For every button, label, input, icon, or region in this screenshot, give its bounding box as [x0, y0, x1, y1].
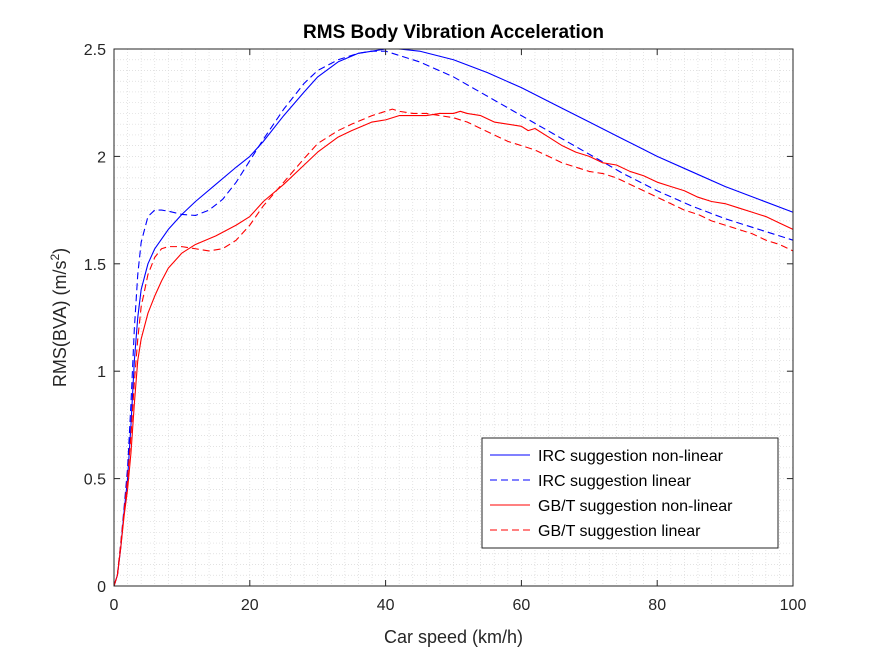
legend-label: IRC suggestion non-linear	[538, 448, 724, 465]
minor-grid	[114, 49, 793, 586]
series-line-1	[113, 48, 794, 587]
legend-label: IRC suggestion linear	[538, 473, 692, 490]
y-tick-label: 2.5	[84, 42, 106, 59]
y-axis-label-close: )	[50, 248, 70, 254]
legend: IRC suggestion non-linear IRC suggestion …	[481, 437, 779, 549]
axis-ticks: 0 20 40 60 80 100 0 0.5 1 1.5 2 2.5	[84, 42, 807, 614]
legend-box	[481, 437, 779, 549]
legend-label: GB/T suggestion non-linear	[538, 498, 733, 515]
y-tick-label: 1.5	[84, 257, 106, 274]
x-tick-label: 0	[110, 597, 119, 614]
x-tick-label: 40	[377, 597, 395, 614]
x-tick-label: 60	[513, 597, 531, 614]
series-line-4	[113, 108, 794, 587]
y-tick-label: 0	[97, 579, 106, 596]
y-axis-label-superscript: 2	[48, 254, 62, 261]
series-line-2	[113, 50, 794, 587]
y-axis-label-main: RMS(BVA) (m/s	[50, 261, 70, 388]
plot-frame	[113, 48, 794, 587]
chart-title: RMS Body Vibration Acceleration	[303, 22, 604, 43]
series-layer	[113, 48, 794, 587]
y-tick-label: 1	[97, 364, 106, 381]
y-axis-label: RMS(BVA) (m/s2)	[48, 248, 70, 387]
x-tick-label: 80	[648, 597, 666, 614]
x-tick-label: 100	[780, 597, 807, 614]
y-tick-label: 2	[97, 149, 106, 166]
y-tick-label: 0.5	[84, 472, 106, 489]
x-tick-label: 20	[241, 597, 259, 614]
x-axis-label: Car speed (km/h)	[384, 627, 523, 647]
legend-label: GB/T suggestion linear	[538, 523, 701, 540]
legend-entries: IRC suggestion non-linear IRC suggestion …	[490, 448, 733, 540]
